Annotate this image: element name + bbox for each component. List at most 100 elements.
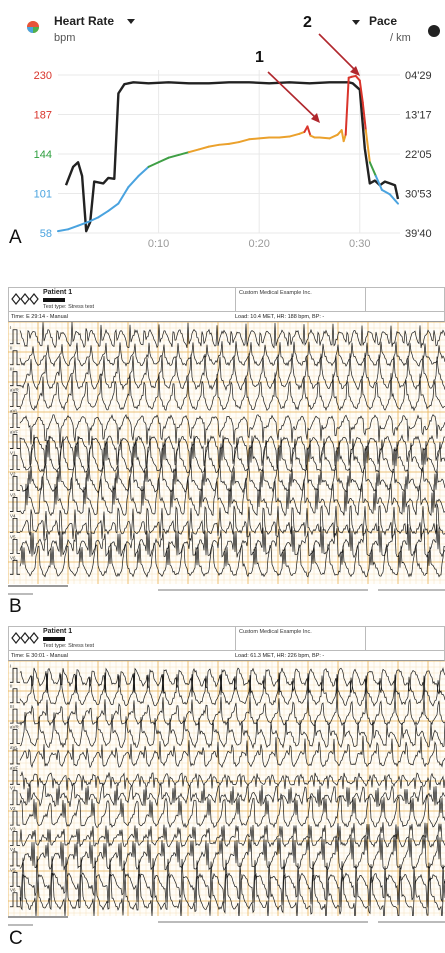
redacted-block xyxy=(43,637,65,641)
chart-grid xyxy=(58,70,400,234)
ecg-lead-trace xyxy=(19,352,445,392)
ecg-calibration-pulse xyxy=(10,538,20,554)
ecg-calibration-pulse xyxy=(10,392,20,408)
ecg-calibration-pulse xyxy=(10,871,20,887)
ecg-header: Patient 1 Test type: Stress test Custom … xyxy=(8,287,445,313)
ecg-lead-label: aVF xyxy=(10,765,19,770)
ecg-calibration-pulse xyxy=(10,688,20,704)
ecg-lead-label: aVL xyxy=(10,409,19,414)
ecg-header: Patient 1 Test type: Stress test Custom … xyxy=(8,626,445,652)
ecg-calibration-pulse xyxy=(10,350,20,366)
ecg-lead-label: II xyxy=(10,346,13,351)
header-box: Custom Medical Example Inc. xyxy=(235,288,366,313)
ecg-lead-label: aVF xyxy=(10,430,19,435)
header-box xyxy=(365,288,445,313)
patient-name: Patient 1 xyxy=(43,289,73,296)
chevron-down-icon[interactable] xyxy=(127,19,135,24)
patient-name: Patient 1 xyxy=(43,628,73,635)
ecg-lead-label: V4 xyxy=(10,847,16,852)
ecg-calibration-pulse xyxy=(10,329,20,345)
ecg-calibration-pulse xyxy=(10,371,20,387)
ecg-tracing: I II III aVR aVL aVF V1 V2 V3 V4 V5 V6 xyxy=(7,321,445,584)
heart-rate-segment xyxy=(306,125,312,137)
ecg-lead-trace xyxy=(19,735,445,769)
ecg-background xyxy=(8,322,445,584)
ecg-lead-trace xyxy=(19,476,445,517)
panel-label-b: B xyxy=(9,596,22,617)
heart-rate-segment xyxy=(318,136,331,140)
ecg-calibration-pulse xyxy=(10,518,20,533)
ecg-lead-label: V3 xyxy=(10,492,16,497)
heart-rate-segment xyxy=(288,132,301,138)
company-logo-icon xyxy=(11,632,39,644)
pace-legend[interactable]: Pace / km xyxy=(352,14,440,44)
ecg-lead-trace xyxy=(19,434,445,474)
ecg-lead-label: V6 xyxy=(10,888,16,893)
heart-rate-segment xyxy=(57,228,70,233)
heart-rate-segment xyxy=(380,188,391,196)
y-left-tick-label: 58 xyxy=(40,228,52,240)
ecg-lead-trace xyxy=(19,782,445,808)
panel-label-c: C xyxy=(9,928,23,949)
ecg-lead-trace xyxy=(19,833,445,871)
heart-rate-segment xyxy=(328,133,339,140)
ecg-lead-label: aVL xyxy=(10,745,19,750)
pace-line xyxy=(64,81,400,233)
ecg-lead-trace xyxy=(19,696,445,727)
ecg-lead-trace xyxy=(19,503,445,541)
chart-ticks: 230 187 144 101 58 04'29 13'17 22'05 30'53 39'40 0… xyxy=(34,70,432,250)
pace-unit: / km xyxy=(390,32,411,44)
ecg-calibration-pulse xyxy=(10,455,20,470)
pace-dot-icon xyxy=(428,25,440,37)
y-right-tick-label: 13'17 xyxy=(405,110,432,122)
chart-svg: Heart Rate bpm Pace / km 230 187 144 101 58 0… xyxy=(27,14,440,250)
heart-rate-segment xyxy=(157,156,170,164)
ecg-lead-trace xyxy=(19,341,445,368)
ecg-lead-label: I xyxy=(10,663,11,668)
ecg-lead-trace xyxy=(19,672,445,707)
ecg-panel-b: Patient 1 Test type: Stress test Custom … xyxy=(7,287,445,596)
ecg-footer xyxy=(8,915,445,931)
ecg-lead-trace xyxy=(19,711,445,750)
ecg-calibration-pulse xyxy=(10,434,20,449)
y-left-tick-label: 230 xyxy=(34,70,52,82)
ecg-lead-label: V3 xyxy=(10,827,16,832)
heart-rate-segment xyxy=(97,209,110,219)
heart-rate-segment xyxy=(77,220,90,227)
heart-rate-legend[interactable]: Heart Rate bpm xyxy=(27,14,135,44)
annotation-2: 2 xyxy=(303,14,360,76)
ecg-lead-label: III xyxy=(10,367,14,372)
heart-rate-segment xyxy=(344,76,350,136)
header-box: Custom Medical Example Inc. xyxy=(235,627,366,652)
ecg-calibration-pulse xyxy=(10,892,20,908)
ecg-calibration-pulse xyxy=(10,708,20,724)
institution: Custom Medical Example Inc. xyxy=(239,629,312,635)
y-right-tick-label: 04'29 xyxy=(405,70,432,82)
ecg-footer xyxy=(8,584,445,600)
heart-rate-title: Heart Rate xyxy=(54,14,114,28)
load-label: Load: 61.3 MET, HR: 226 bpm, BP: - xyxy=(235,653,325,659)
ecg-lead-label: II xyxy=(10,684,13,689)
heart-rate-segment xyxy=(361,101,367,132)
ecg-calibration-pulse xyxy=(10,476,20,491)
ecg-calibration-pulse xyxy=(10,749,20,765)
test-type: Test type: Stress test xyxy=(43,643,95,649)
chevron-down-icon[interactable] xyxy=(352,20,360,25)
ecg-lead-label: aVR xyxy=(10,388,20,393)
ecg-lead-trace xyxy=(19,414,445,448)
ecg-lead-label: V1 xyxy=(10,451,16,456)
y-left-tick-label: 187 xyxy=(34,110,52,122)
heart-rate-segment xyxy=(258,136,271,140)
heart-rate-segment xyxy=(374,175,383,191)
heart-rate-segment xyxy=(167,153,180,159)
heart-rate-segment xyxy=(368,161,377,178)
y-left-tick-label: 101 xyxy=(34,189,52,201)
load-label: Load: 10.4 MET, HR: 188 bpm, BP: - xyxy=(235,314,325,320)
heart-rate-segment xyxy=(107,202,120,212)
ecg-calibration-pulse xyxy=(10,831,20,846)
heart-rate-segment xyxy=(388,193,399,205)
heart-rate-segment xyxy=(187,148,200,154)
ecg-lead-trace xyxy=(19,461,445,494)
y-left-tick-label: 144 xyxy=(34,149,52,161)
